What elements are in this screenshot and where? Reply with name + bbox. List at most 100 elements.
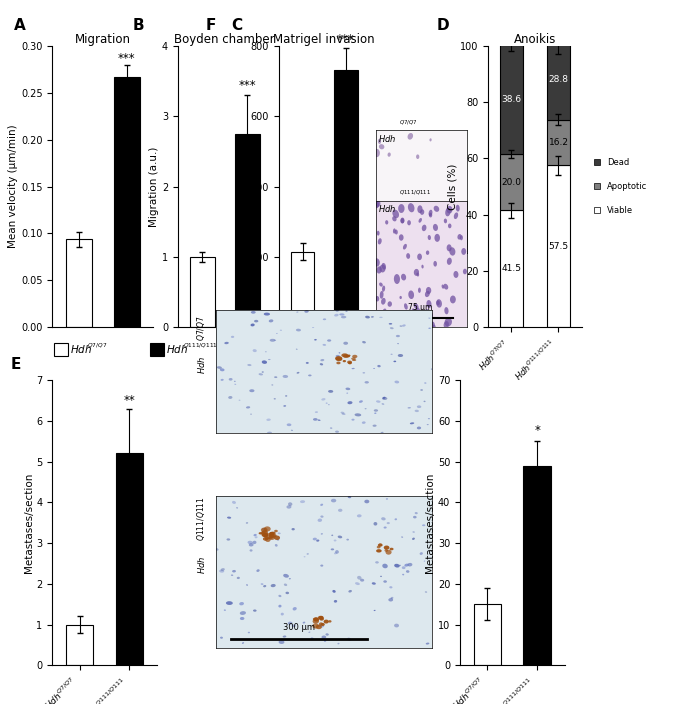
Ellipse shape	[253, 610, 256, 612]
Ellipse shape	[343, 360, 346, 363]
Ellipse shape	[305, 310, 309, 313]
Ellipse shape	[342, 353, 348, 357]
Text: ***: ***	[337, 34, 355, 46]
Ellipse shape	[402, 574, 404, 575]
Ellipse shape	[289, 578, 291, 579]
Ellipse shape	[256, 570, 260, 572]
Ellipse shape	[393, 228, 396, 234]
Ellipse shape	[390, 327, 394, 329]
Ellipse shape	[296, 348, 298, 350]
Ellipse shape	[328, 404, 330, 406]
Ellipse shape	[277, 539, 279, 541]
Ellipse shape	[380, 576, 382, 577]
Text: 16.2: 16.2	[549, 138, 569, 147]
Ellipse shape	[407, 220, 411, 225]
Ellipse shape	[274, 377, 277, 378]
Ellipse shape	[398, 204, 404, 213]
Ellipse shape	[414, 269, 419, 276]
Ellipse shape	[232, 501, 236, 504]
Ellipse shape	[374, 610, 376, 611]
Ellipse shape	[297, 372, 300, 374]
Ellipse shape	[380, 291, 383, 298]
Ellipse shape	[388, 301, 392, 307]
Ellipse shape	[276, 333, 277, 334]
Ellipse shape	[344, 341, 348, 345]
Ellipse shape	[313, 617, 318, 620]
Ellipse shape	[357, 515, 362, 517]
Ellipse shape	[334, 539, 337, 541]
Ellipse shape	[351, 419, 355, 421]
Ellipse shape	[355, 582, 360, 585]
Ellipse shape	[339, 352, 340, 353]
Y-axis label: Metastases/section: Metastases/section	[425, 472, 435, 573]
Text: $Q7/Q7$: $Q7/Q7$	[195, 315, 208, 341]
Ellipse shape	[378, 238, 382, 244]
Ellipse shape	[384, 546, 390, 550]
Ellipse shape	[408, 133, 413, 139]
Ellipse shape	[388, 598, 393, 601]
Ellipse shape	[283, 574, 289, 578]
Ellipse shape	[334, 552, 337, 554]
Ellipse shape	[377, 546, 381, 548]
Bar	[66, 239, 92, 327]
Ellipse shape	[401, 536, 403, 538]
Ellipse shape	[418, 288, 421, 293]
Ellipse shape	[315, 411, 318, 413]
Text: F: F	[206, 18, 216, 32]
Ellipse shape	[270, 532, 274, 536]
Ellipse shape	[320, 565, 323, 567]
Ellipse shape	[381, 517, 385, 520]
Ellipse shape	[383, 397, 385, 399]
Ellipse shape	[404, 564, 409, 567]
Ellipse shape	[288, 502, 292, 506]
Ellipse shape	[323, 344, 326, 346]
Ellipse shape	[314, 617, 319, 622]
Ellipse shape	[274, 398, 276, 400]
Legend: Dead, Apoptotic, Viable: Dead, Apoptotic, Viable	[591, 155, 650, 218]
Ellipse shape	[320, 503, 323, 506]
Ellipse shape	[372, 582, 376, 585]
Ellipse shape	[307, 553, 309, 555]
Ellipse shape	[318, 420, 321, 421]
Ellipse shape	[365, 381, 369, 384]
Ellipse shape	[346, 388, 351, 390]
Bar	[500, 210, 523, 327]
Ellipse shape	[460, 235, 463, 240]
Ellipse shape	[285, 395, 287, 396]
Text: $Hdh$: $Hdh$	[197, 356, 208, 375]
Ellipse shape	[401, 218, 404, 223]
Ellipse shape	[415, 410, 419, 412]
Ellipse shape	[375, 200, 381, 207]
Text: C: C	[231, 18, 243, 32]
Ellipse shape	[240, 611, 246, 615]
Ellipse shape	[346, 539, 349, 541]
Ellipse shape	[270, 339, 275, 341]
Ellipse shape	[381, 432, 383, 434]
Ellipse shape	[379, 317, 383, 318]
Ellipse shape	[405, 312, 411, 320]
Ellipse shape	[443, 284, 448, 289]
Ellipse shape	[347, 360, 352, 364]
Ellipse shape	[400, 318, 404, 323]
Ellipse shape	[454, 271, 459, 278]
Ellipse shape	[348, 361, 352, 364]
Ellipse shape	[406, 235, 412, 243]
Ellipse shape	[261, 533, 268, 537]
Ellipse shape	[262, 360, 267, 364]
Ellipse shape	[346, 355, 350, 358]
Ellipse shape	[362, 341, 366, 344]
Ellipse shape	[306, 362, 309, 364]
Ellipse shape	[408, 203, 415, 213]
Ellipse shape	[269, 536, 275, 540]
Ellipse shape	[224, 610, 226, 611]
Ellipse shape	[447, 206, 452, 213]
Ellipse shape	[401, 238, 406, 245]
Text: $^{Q111/Q111}$: $^{Q111/Q111}$	[399, 190, 431, 199]
Bar	[114, 77, 140, 327]
Text: **: **	[123, 394, 135, 407]
Ellipse shape	[278, 605, 282, 608]
Ellipse shape	[346, 310, 348, 312]
Ellipse shape	[330, 548, 334, 551]
Ellipse shape	[422, 524, 425, 526]
Text: D: D	[436, 18, 449, 32]
